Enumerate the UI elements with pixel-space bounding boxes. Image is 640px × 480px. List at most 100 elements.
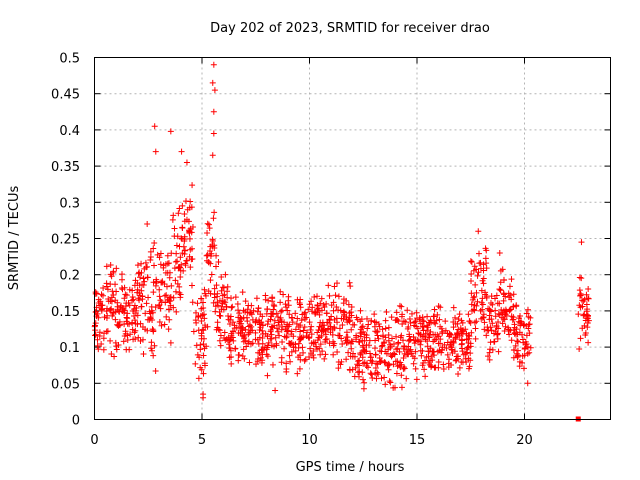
data-point [145, 294, 152, 301]
data-point [197, 346, 204, 353]
data-point [419, 333, 426, 340]
data-point [406, 316, 413, 323]
data-point [458, 358, 465, 365]
data-point [527, 344, 534, 351]
data-point [336, 325, 343, 332]
data-point [471, 319, 478, 326]
data-point [375, 320, 382, 327]
data-point [373, 360, 380, 367]
data-point [434, 311, 441, 318]
data-point [136, 297, 143, 304]
data-point [412, 348, 419, 355]
data-point [284, 307, 291, 314]
data-point [335, 307, 342, 314]
data-point [306, 334, 313, 341]
data-point [334, 280, 340, 287]
data-point [157, 297, 164, 304]
data-point [585, 295, 592, 302]
data-point [111, 353, 118, 360]
data-point [397, 334, 404, 341]
data-point [465, 365, 472, 372]
data-point [351, 353, 358, 360]
data-point [492, 295, 499, 302]
data-point [398, 303, 405, 310]
data-point [371, 345, 378, 352]
data-point [467, 258, 474, 265]
data-point [150, 279, 157, 286]
data-point [148, 339, 155, 346]
data-point [482, 289, 489, 296]
data-point [94, 342, 101, 349]
data-point [372, 351, 379, 358]
data-point [335, 332, 342, 339]
data-point [338, 315, 345, 322]
data-point [283, 323, 290, 330]
data-point [199, 326, 206, 333]
data-point [283, 328, 290, 335]
data-point [180, 267, 187, 274]
data-point [343, 314, 350, 321]
data-point [140, 351, 147, 358]
data-point [414, 325, 421, 332]
data-point [98, 291, 105, 298]
data-point [319, 348, 326, 355]
data-point [193, 309, 200, 316]
data-point [217, 332, 224, 339]
data-point [119, 276, 126, 283]
data-point [178, 148, 185, 155]
data-point [354, 361, 361, 368]
data-point [295, 324, 302, 331]
data-point [306, 319, 313, 326]
data-point [134, 312, 141, 319]
data-point [190, 328, 197, 335]
data-point [385, 331, 392, 338]
data-point [300, 327, 307, 334]
data-point [275, 328, 282, 335]
data-point [204, 323, 211, 330]
data-point [368, 318, 375, 325]
data-point [455, 316, 462, 323]
data-point [200, 394, 207, 401]
data-point [217, 342, 224, 349]
data-point [358, 324, 365, 331]
data-point [489, 320, 496, 327]
data-point [153, 276, 160, 283]
data-point [307, 345, 314, 352]
data-point [404, 307, 411, 314]
data-point [234, 301, 241, 308]
data-point [277, 299, 284, 306]
data-point [271, 317, 278, 324]
data-point [514, 354, 521, 361]
data-point [214, 299, 221, 306]
data-point [162, 299, 169, 306]
data-point [382, 334, 389, 341]
data-point [483, 293, 490, 300]
data-point [382, 325, 389, 332]
data-point [468, 301, 475, 308]
data-point [348, 326, 355, 333]
data-point [162, 261, 169, 268]
data-point [171, 225, 178, 232]
data-point [132, 327, 139, 334]
data-point [379, 326, 386, 333]
data-point [463, 346, 470, 353]
data-point [426, 361, 433, 368]
data-point [357, 307, 364, 314]
data-point [238, 320, 245, 327]
data-points [91, 61, 592, 422]
data-point [484, 353, 491, 360]
data-point [170, 294, 177, 301]
data-point [318, 307, 325, 314]
data-point [521, 346, 528, 353]
x-tick-labels: 0 5 10 15 20 [90, 433, 532, 448]
data-point [450, 319, 457, 326]
data-point [202, 292, 209, 299]
data-point [213, 282, 220, 289]
data-point [325, 325, 332, 332]
data-point [136, 292, 143, 299]
data-point [304, 329, 311, 336]
data-point [264, 372, 271, 379]
data-point [394, 345, 401, 352]
data-point [253, 295, 260, 302]
data-point [525, 313, 532, 320]
